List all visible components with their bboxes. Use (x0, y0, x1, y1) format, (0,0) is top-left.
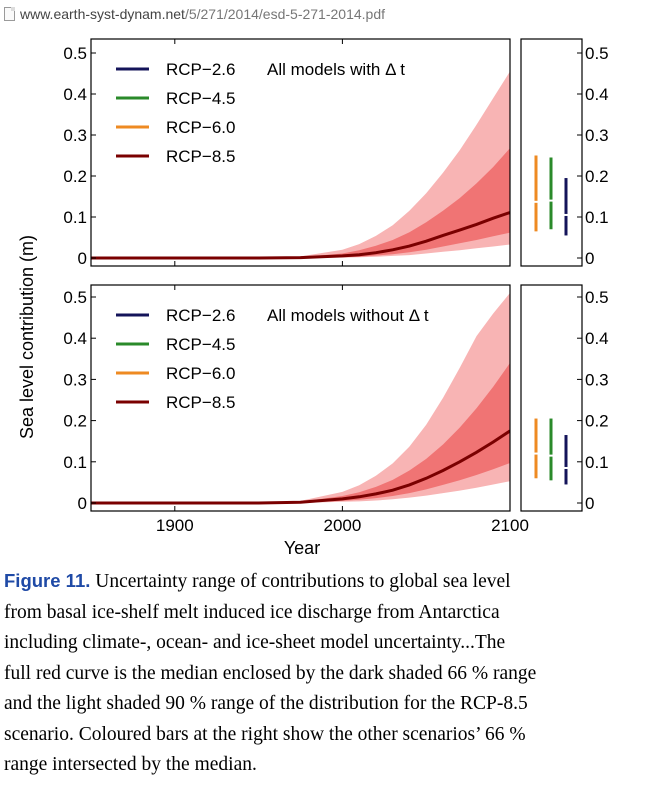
caption-text-1: Uncertainty range of contributions to gl… (95, 571, 511, 592)
main-plot-frame (90, 38, 511, 267)
caption-line-3: including climate-, ocean- and ice-sheet… (4, 632, 506, 653)
url-path: /5/271/2014/esd-5-271-2014.pdf (184, 6, 385, 22)
side-plot-frame (520, 284, 583, 512)
y-tick-label: 0.4 (63, 85, 87, 104)
legend-label: RCP−2.6 (166, 60, 235, 79)
caption-line-1: Figure 11. Uncertainty range of contribu… (4, 566, 654, 598)
y-tick-label-right: 0.5 (585, 288, 609, 307)
legend-label: RCP−8.5 (166, 147, 235, 166)
y-tick-label-right: 0 (585, 249, 594, 268)
y-tick-label: 0.1 (63, 208, 87, 227)
y-tick-label: 0.5 (63, 288, 87, 307)
caption-line-5: and the light shaded 90 % range of the d… (4, 693, 528, 714)
x-tick-label: 2000 (323, 516, 361, 535)
legend-label: RCP−6.0 (166, 118, 235, 137)
legend-label: RCP−4.5 (166, 335, 235, 354)
y-tick-label: 0.1 (63, 453, 87, 472)
legend-label: RCP−4.5 (166, 89, 235, 108)
band-90-percent (91, 292, 510, 503)
panel-title: All models with Δ t (267, 60, 405, 79)
y-tick-label: 0.3 (63, 370, 87, 389)
y-axis-label: Sea level contribution (m) (17, 235, 37, 439)
y-tick-label: 0.2 (63, 167, 87, 186)
main-plot-frame (90, 284, 511, 512)
y-tick-label-right: 0.5 (585, 44, 609, 63)
url-text[interactable]: www.earth-syst-dynam.net/5/271/2014/esd-… (20, 6, 385, 22)
y-tick-label: 0.4 (63, 329, 87, 348)
caption-line-6: scenario. Coloured bars at the right sho… (4, 723, 526, 745)
figure-caption: Figure 11. Uncertainty range of contribu… (4, 566, 654, 781)
y-tick-label: 0 (78, 494, 87, 513)
caption-line-2: from basal ice-shelf melt induced ice di… (4, 601, 500, 623)
side-plot-frame (520, 38, 583, 267)
y-tick-label: 0.3 (63, 126, 87, 145)
y-tick-label: 0.5 (63, 44, 87, 63)
panel-title: All models without Δ t (267, 306, 429, 325)
y-tick-label-right: 0.1 (585, 208, 609, 227)
x-tick-label: 2100 (491, 516, 529, 535)
y-tick-label: 0 (78, 249, 87, 268)
panel-top: 0 0 0.1 0.1 0.2 0.2 0.3 0.3 0.4 0.4 0.5 0.5 RCP−2.6 R… (63, 38, 609, 268)
y-tick-label-right: 0.4 (585, 85, 609, 104)
y-tick-label-right: 0 (585, 494, 594, 513)
y-tick-label-right: 0.4 (585, 329, 609, 348)
y-tick-label-right: 0.2 (585, 412, 609, 431)
y-tick-label-right: 0.3 (585, 126, 609, 145)
url-host: www.earth-syst-dynam.net (20, 6, 185, 22)
figure-number: Figure 11. (4, 570, 91, 591)
url-bar[interactable]: www.earth-syst-dynam.net/5/271/2014/esd-… (0, 0, 660, 30)
legend-label: RCP−8.5 (166, 393, 235, 412)
median-line-rcp85 (91, 429, 510, 505)
x-axis-label: Year (284, 538, 320, 558)
caption-line-7: range intersected by the median. (4, 754, 257, 775)
legend-label: RCP−2.6 (166, 306, 235, 325)
x-tick-label: 1900 (156, 516, 194, 535)
median-line-rcp85 (91, 211, 510, 260)
y-tick-label-right: 0.3 (585, 370, 609, 389)
y-tick-label-right: 0.1 (585, 453, 609, 472)
legend-label: RCP−6.0 (166, 364, 235, 383)
page-icon (4, 7, 15, 21)
y-tick-label-right: 0.2 (585, 167, 609, 186)
y-tick-label: 0.2 (63, 412, 87, 431)
panel-bottom: 0 0 0.1 0.1 0.2 0.2 0.3 0.3 0.4 0.4 0.5 0.5 1900 2000… (63, 284, 609, 535)
figure-svg: 0 0 0.1 0.1 0.2 0.2 0.3 0.3 0.4 0.4 0.5 0.5 RCP−2.6 R… (17, 38, 609, 558)
caption-line-4: full red curve is the median enclosed by… (4, 662, 537, 684)
